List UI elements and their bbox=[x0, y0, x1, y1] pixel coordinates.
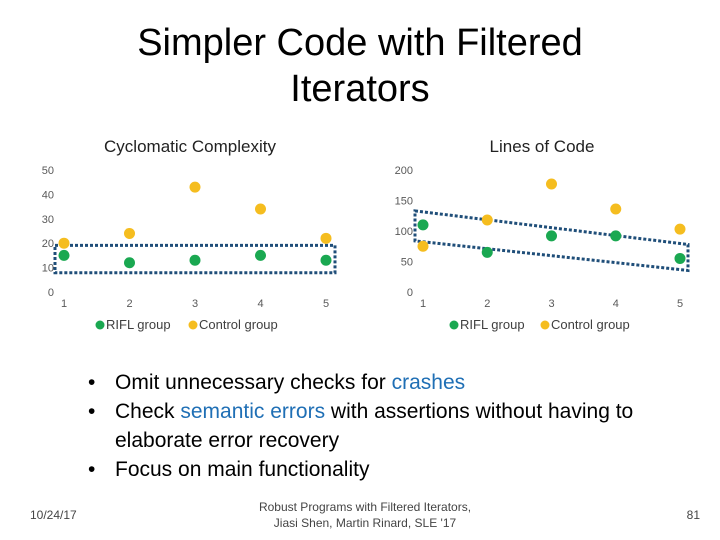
chart-2-rifl-point bbox=[610, 230, 622, 242]
chart-2-y-tick-label: 50 bbox=[401, 257, 413, 269]
bullet-2-text: Check bbox=[115, 400, 181, 423]
chart-1-control-point bbox=[320, 232, 332, 244]
chart-1-x-tick-label: 5 bbox=[323, 298, 329, 310]
bullet-2-highlight: semantic errors bbox=[180, 400, 326, 423]
bullet-1-highlight: crashes bbox=[391, 371, 466, 394]
chart-1-legend-marker-rifl bbox=[95, 320, 105, 330]
chart-2-rifl-point bbox=[674, 252, 686, 264]
chart-2-rifl-point bbox=[481, 246, 493, 258]
chart-1-y-tick-label: 50 bbox=[42, 165, 54, 177]
chart-2-control-point bbox=[610, 203, 622, 215]
chart-1-legend-label-control: Control group bbox=[199, 317, 278, 332]
chart-2-control-point bbox=[674, 223, 686, 235]
bullet-2-text-end: with assertions without having to elabor… bbox=[115, 400, 634, 452]
chart-2-title: Lines of Code bbox=[490, 137, 595, 156]
chart-2-y-tick-label: 100 bbox=[395, 226, 413, 238]
chart-2-x-tick-label: 5 bbox=[677, 298, 683, 310]
chart-2-y-tick-label: 150 bbox=[395, 196, 413, 208]
slide-title: Simpler Code with Filtered Iterators bbox=[0, 20, 720, 112]
chart-1-legend-label-rifl: RIFL group bbox=[106, 317, 171, 332]
footer-credit: Robust Programs with Filtered Iterators,… bbox=[240, 499, 490, 531]
chart-1-rifl-highlight-box bbox=[53, 243, 337, 275]
bullet-3-text: Focus on main functionality bbox=[115, 458, 370, 481]
chart-1-rifl-point bbox=[189, 254, 201, 266]
chart-2-rifl-highlight-box bbox=[413, 209, 690, 273]
chart-2-control-point bbox=[417, 240, 429, 252]
chart-1-control-point bbox=[58, 237, 70, 249]
chart-1-x-tick-label: 3 bbox=[192, 298, 198, 310]
chart-1-x-tick-label: 2 bbox=[126, 298, 132, 310]
footer-date: 10/24/17 bbox=[30, 508, 77, 522]
chart-1-control-point bbox=[189, 181, 201, 193]
chart-1-y-tick-label: 30 bbox=[42, 214, 54, 226]
chart-1-y-tick-label: 0 bbox=[48, 287, 54, 299]
chart-1-y-tick-label: 40 bbox=[42, 189, 54, 201]
chart-1-title: Cyclomatic Complexity bbox=[104, 137, 276, 156]
chart-1-control-point bbox=[255, 203, 266, 215]
chart-1-rifl-point bbox=[58, 249, 70, 261]
chart-2-x-tick-label: 2 bbox=[484, 298, 490, 310]
chart-1-y-tick-label: 10 bbox=[42, 263, 54, 275]
chart-1-y-tick-label: 20 bbox=[42, 238, 54, 250]
chart-2-x-tick-label: 3 bbox=[548, 298, 554, 310]
page-number: 81 bbox=[686, 508, 700, 522]
chart-2-y-tick-label: 0 bbox=[407, 287, 413, 299]
chart-2-y-tick-label: 200 bbox=[395, 165, 413, 177]
chart-2-legend-marker-rifl bbox=[449, 320, 459, 330]
chart-2-legend-marker-control bbox=[540, 320, 550, 330]
chart-1-rifl-point bbox=[320, 254, 332, 266]
chart-1-x-tick-label: 4 bbox=[257, 298, 263, 310]
bullet-1-text: Omit unnecessary checks for bbox=[115, 371, 392, 394]
chart-1-rifl-point bbox=[124, 257, 135, 269]
chart-2-control-point bbox=[481, 214, 493, 226]
chart-1-control-point bbox=[124, 227, 135, 239]
bullet-item-semantic-errors: Check semantic errors with assertions wi… bbox=[88, 397, 648, 455]
chart-1-x-tick-label: 1 bbox=[61, 298, 67, 310]
slide-title-line-1: Simpler Code with Filtered bbox=[137, 22, 583, 64]
chart-1-legend-marker-control bbox=[188, 320, 198, 330]
chart-1-rifl-point bbox=[255, 249, 266, 261]
slide-title-line-2: Iterators bbox=[290, 68, 430, 110]
chart-2-x-tick-label: 1 bbox=[420, 298, 426, 310]
chart-2-rifl-point bbox=[546, 230, 557, 242]
bullet-item-focus: Focus on main functionality bbox=[88, 455, 648, 484]
chart-2-rifl-point bbox=[417, 219, 429, 231]
bullet-list: Omit unnecessary checks for crashes Chec… bbox=[88, 368, 648, 484]
footer-credit-line-1: Robust Programs with Filtered Iterators, bbox=[258, 500, 472, 514]
footer-credit-line-2: Jiasi Shen, Martin Rinard, SLE '17 bbox=[273, 516, 457, 530]
chart-2-control-point bbox=[546, 178, 557, 190]
bullet-item-crashes: Omit unnecessary checks for crashes bbox=[88, 368, 648, 397]
chart-2-legend-label-control: Control group bbox=[551, 317, 630, 332]
chart-2-legend-label-rifl: RIFL group bbox=[460, 317, 525, 332]
chart-2-x-tick-label: 4 bbox=[613, 298, 619, 310]
